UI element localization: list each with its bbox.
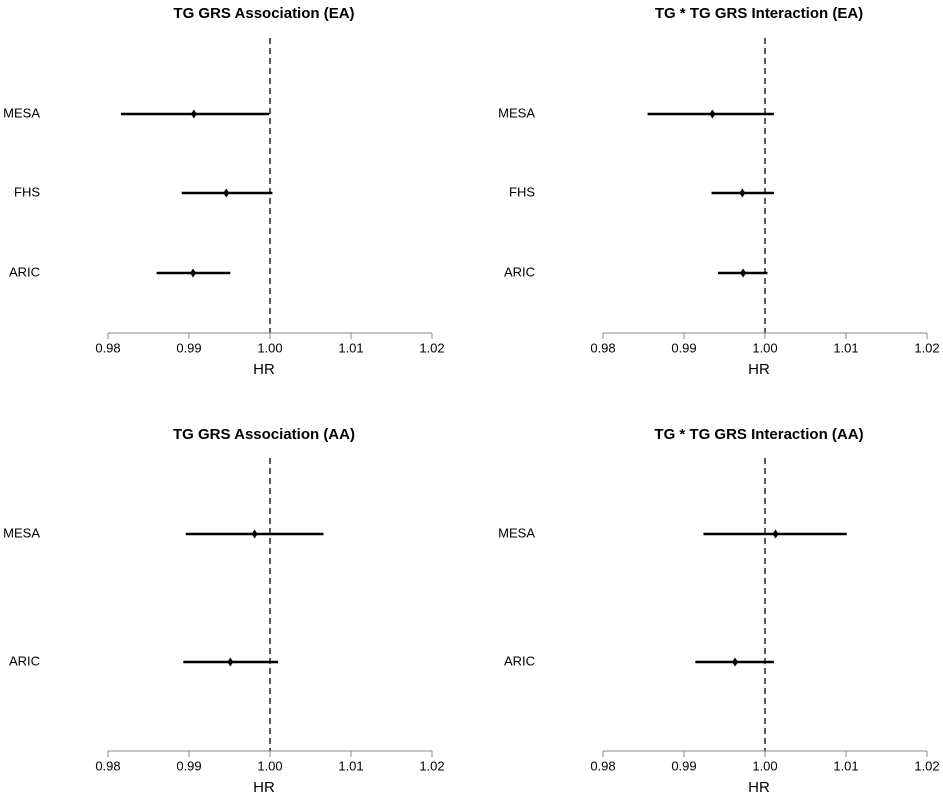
- x-tick-label: 1.00: [257, 758, 282, 773]
- forest-panel-1: TG GRS Association (EA) 0.98 0.99 1.00 1.01 1…: [3, 5, 445, 378]
- category-label: FHS: [509, 184, 535, 199]
- category-label: FHS: [14, 184, 40, 199]
- x-tick-label: 1.02: [914, 340, 939, 355]
- forest-panel-4: TG * TG GRS Interaction (AA) 0.98 0.99 1.00…: [498, 426, 940, 796]
- x-tick-label: 0.99: [176, 758, 201, 773]
- point-estimate: [190, 268, 197, 278]
- x-tick-label: 0.98: [95, 340, 120, 355]
- forest-panel-2: TG * TG GRS Interaction (EA) 0.98 0.99 1.00…: [498, 5, 940, 378]
- category-label: MESA: [498, 525, 535, 540]
- x-tick-label: 0.99: [176, 340, 201, 355]
- x-tick-label: 1.01: [338, 758, 363, 773]
- x-tick-label: 0.99: [671, 340, 696, 355]
- x-tick-label: 1.02: [419, 758, 444, 773]
- point-estimate: [772, 529, 779, 539]
- x-axis-title: HR: [748, 361, 770, 378]
- x-tick-label: 1.01: [833, 758, 858, 773]
- point-estimate: [223, 188, 230, 198]
- category-label: ARIC: [9, 653, 40, 668]
- panel-title: TG * TG GRS Interaction (AA): [654, 426, 863, 443]
- point-estimate: [740, 268, 747, 278]
- forest-panel-3: TG GRS Association (AA) 0.98 0.99 1.00 1.01 1…: [3, 426, 445, 796]
- point-estimate: [732, 657, 739, 667]
- category-label: MESA: [498, 105, 535, 120]
- x-tick-label: 1.00: [257, 340, 282, 355]
- panel-title: TG GRS Association (EA): [173, 5, 354, 22]
- category-label: ARIC: [9, 264, 40, 279]
- x-axis-title: HR: [748, 779, 770, 796]
- x-axis-title: HR: [253, 779, 275, 796]
- point-estimate: [709, 109, 716, 119]
- x-axis-title: HR: [253, 361, 275, 378]
- point-estimate: [227, 657, 234, 667]
- x-tick-label: 0.98: [95, 758, 120, 773]
- category-label: ARIC: [504, 653, 535, 668]
- x-tick-label: 1.00: [752, 340, 777, 355]
- x-tick-label: 1.01: [833, 340, 858, 355]
- x-tick-label: 0.98: [590, 340, 615, 355]
- category-label: MESA: [3, 105, 40, 120]
- category-label: MESA: [3, 525, 40, 540]
- x-tick-label: 1.00: [752, 758, 777, 773]
- point-estimate: [190, 109, 197, 119]
- x-tick-label: 0.99: [671, 758, 696, 773]
- x-tick-label: 1.02: [419, 340, 444, 355]
- point-estimate: [251, 529, 258, 539]
- point-estimate: [739, 188, 746, 198]
- x-tick-label: 1.01: [338, 340, 363, 355]
- x-tick-label: 1.02: [914, 758, 939, 773]
- x-tick-label: 0.98: [590, 758, 615, 773]
- panel-title: TG GRS Association (AA): [173, 426, 355, 443]
- panel-title: TG * TG GRS Interaction (EA): [655, 5, 863, 22]
- category-label: ARIC: [504, 264, 535, 279]
